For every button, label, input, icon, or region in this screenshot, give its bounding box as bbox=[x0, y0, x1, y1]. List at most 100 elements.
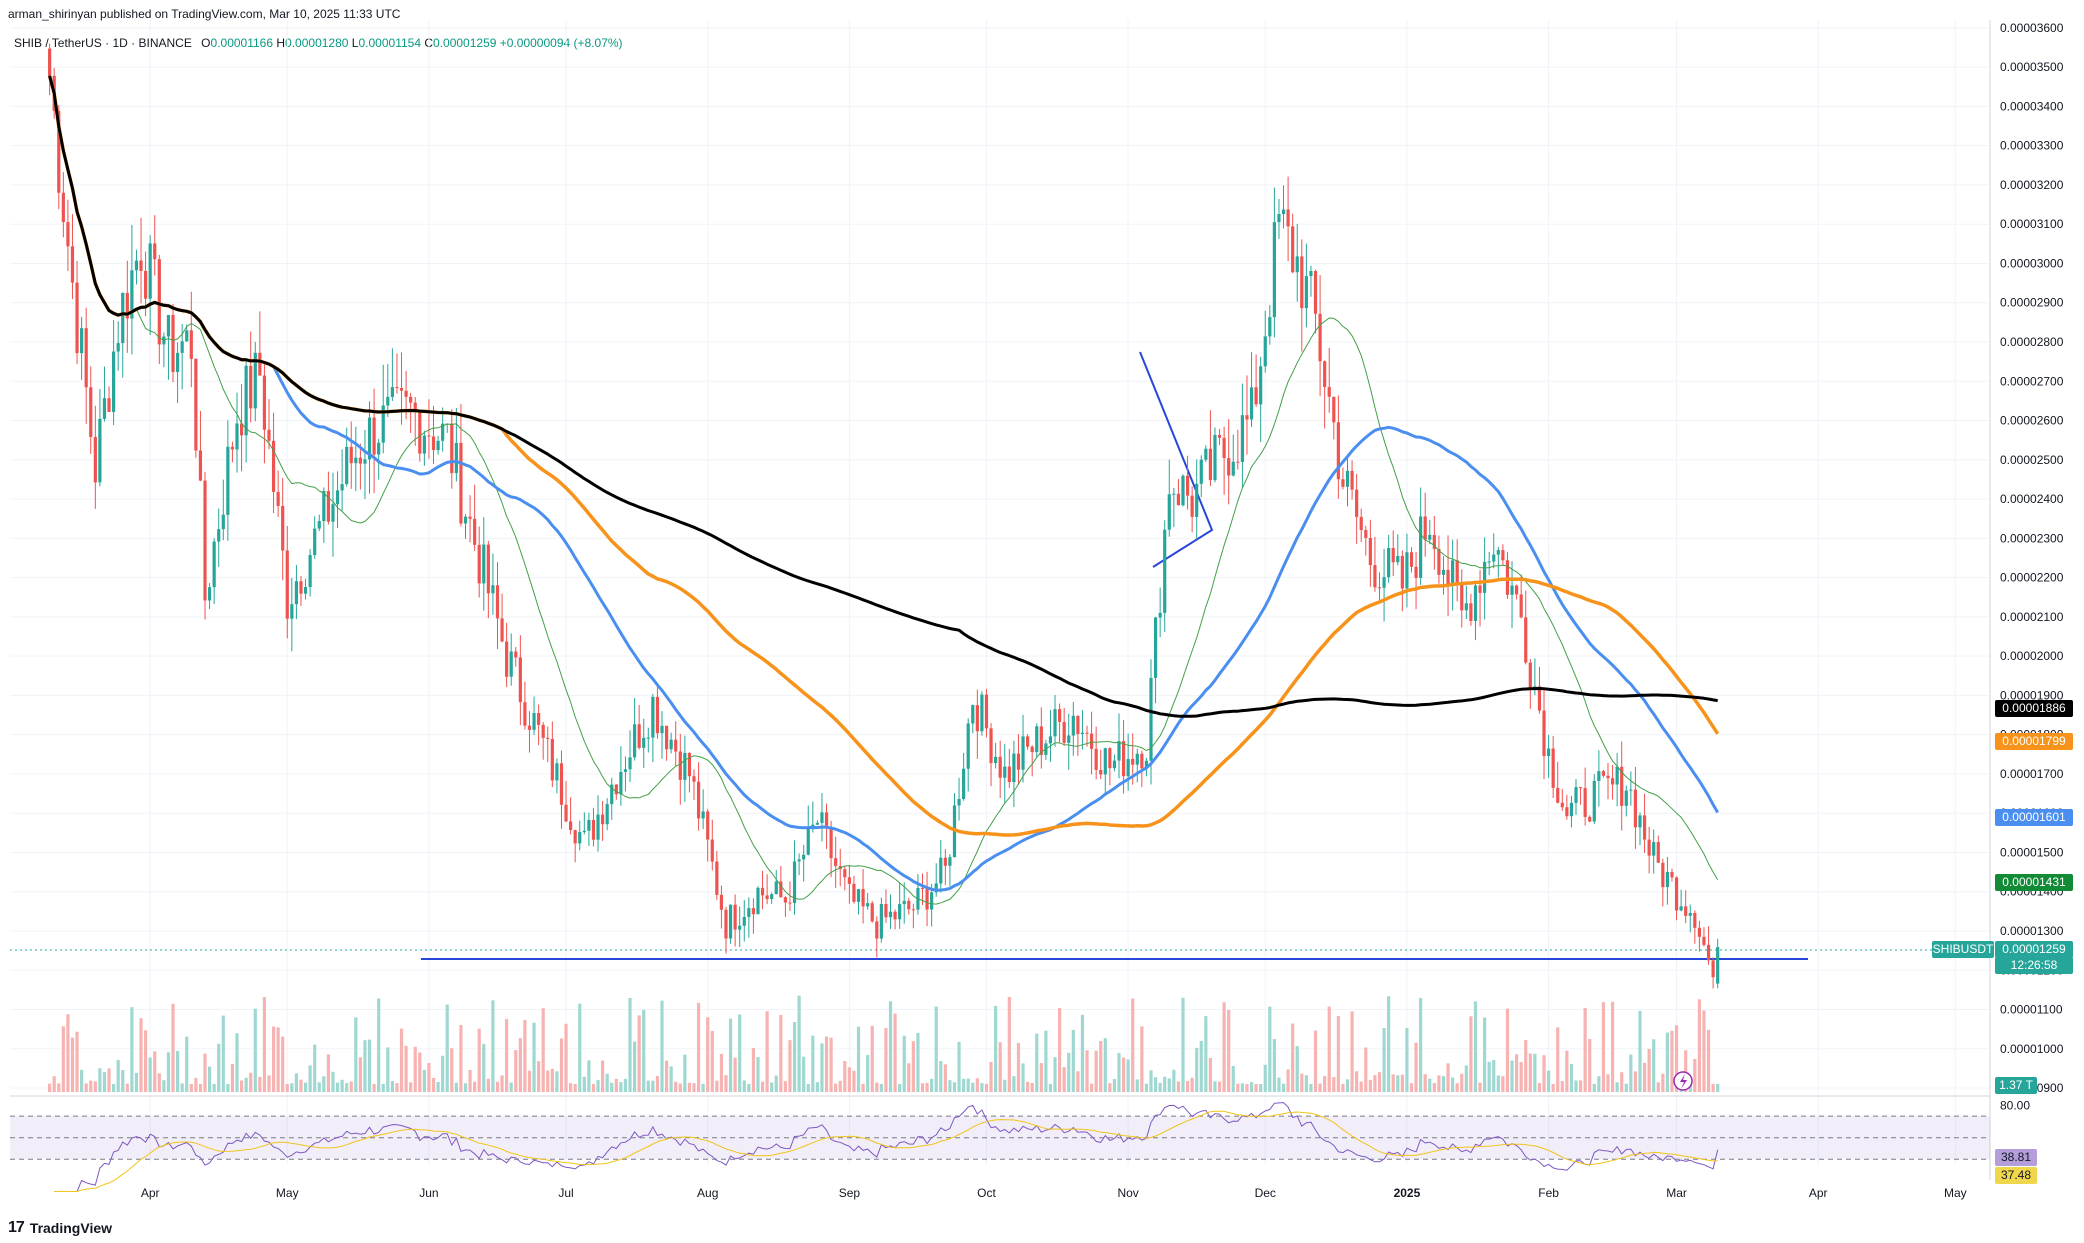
triangle-drawing[interactable] bbox=[1139, 351, 1214, 568]
candle-body bbox=[632, 724, 637, 758]
volume-bar bbox=[381, 1083, 385, 1092]
candle-body bbox=[290, 604, 294, 619]
candle-body bbox=[655, 696, 660, 734]
candle-body bbox=[1048, 736, 1053, 744]
y-tick-label: 0.00002900 bbox=[2000, 296, 2064, 310]
volume-bar bbox=[948, 1080, 952, 1092]
candle-body bbox=[920, 887, 925, 889]
volume-bar bbox=[98, 1068, 102, 1092]
candle-body bbox=[1610, 778, 1615, 785]
candle-body bbox=[610, 784, 614, 805]
volume-bar bbox=[866, 1054, 870, 1092]
candle-body bbox=[157, 259, 161, 345]
volume-bar bbox=[418, 1052, 422, 1092]
volume-bar bbox=[1441, 1076, 1446, 1092]
candle-body bbox=[1117, 741, 1121, 761]
candle-body bbox=[664, 725, 669, 750]
volume-bar bbox=[1249, 1082, 1254, 1092]
candle-body bbox=[1515, 585, 1519, 595]
volume-bar bbox=[569, 1083, 573, 1092]
candle-body bbox=[1231, 461, 1235, 476]
volume-bar bbox=[1240, 1083, 1244, 1092]
candle-body bbox=[1204, 448, 1208, 460]
x-tick-label: Nov bbox=[1117, 1186, 1138, 1200]
volume-bar bbox=[239, 1080, 244, 1092]
volume-bar bbox=[916, 1032, 920, 1092]
candle-body bbox=[596, 814, 600, 840]
symbol-pair[interactable]: SHIB / TetherUS · 1D · BINANCE bbox=[14, 36, 192, 50]
rsi-badge-b: 37.48 bbox=[1995, 1167, 2037, 1184]
symbol-legend[interactable]: SHIB / TetherUS · 1D · BINANCE O0.000011… bbox=[14, 36, 623, 50]
time-axis[interactable]: Apr May Jun Jul Aug Sep Oct Nov Dec 2025 Feb Mar Apr… bbox=[141, 1186, 1967, 1200]
volume-bar bbox=[431, 1077, 436, 1092]
volume-bar bbox=[1405, 1027, 1409, 1092]
volume-bar bbox=[1693, 1059, 1697, 1092]
volume-bar bbox=[632, 1041, 637, 1092]
volume-bar bbox=[1190, 1077, 1194, 1092]
candle-body bbox=[1414, 566, 1418, 578]
candle-body bbox=[1546, 748, 1551, 757]
volume-bar bbox=[1007, 996, 1011, 1092]
candle-body bbox=[1039, 726, 1043, 755]
candle-body bbox=[1080, 732, 1085, 734]
volume-bar bbox=[1300, 1073, 1304, 1092]
volume-bar bbox=[1323, 1076, 1327, 1092]
volume-bar bbox=[605, 1073, 609, 1092]
candle-body bbox=[1469, 603, 1473, 621]
candle-body bbox=[427, 435, 431, 437]
volume-bar bbox=[1569, 1064, 1574, 1092]
volume-bar bbox=[591, 1083, 596, 1092]
rsi-pane: 80.00 bbox=[10, 1098, 2030, 1192]
volume-bar bbox=[1153, 1077, 1158, 1092]
candle-body bbox=[582, 830, 586, 833]
volume-bar bbox=[148, 1057, 152, 1092]
volume-bar bbox=[349, 1081, 353, 1092]
candle-body bbox=[1492, 554, 1496, 562]
y-tick-label: 0.00001700 bbox=[2000, 767, 2064, 781]
y-tick-label: 0.00003500 bbox=[2000, 60, 2064, 74]
volume-bar bbox=[1702, 1010, 1706, 1092]
volume-bar bbox=[473, 1081, 477, 1092]
volume-bar bbox=[1437, 1075, 1441, 1092]
volume-bar bbox=[1254, 1083, 1258, 1092]
volume-bar bbox=[1208, 1057, 1213, 1092]
volume-bar bbox=[518, 1038, 522, 1092]
volume-bar bbox=[710, 1030, 714, 1092]
volume-bar bbox=[1217, 1081, 1222, 1092]
candle-body bbox=[559, 763, 564, 805]
volume-bar bbox=[1711, 1083, 1715, 1092]
candle-body bbox=[1281, 209, 1286, 215]
candle-body bbox=[934, 883, 938, 893]
candle-body bbox=[1021, 736, 1025, 770]
candle-body bbox=[285, 550, 289, 619]
candle-body bbox=[847, 877, 851, 884]
candle-body bbox=[1327, 386, 1331, 397]
candle-body bbox=[788, 902, 792, 904]
volume-bar bbox=[1085, 1050, 1089, 1092]
lightning-icon[interactable] bbox=[1673, 1071, 1693, 1091]
price-axis[interactable]: 0.000009000.000010000.000011000.00001200… bbox=[2000, 21, 2064, 1095]
candle-body bbox=[1158, 612, 1162, 618]
volume-bar bbox=[1487, 1061, 1491, 1092]
volume-bar bbox=[1327, 1006, 1331, 1092]
tradingview-brand[interactable]: 17 TradingView bbox=[8, 1219, 112, 1237]
candle-body bbox=[431, 436, 436, 451]
volume-bar bbox=[253, 1008, 257, 1092]
candle-body bbox=[303, 587, 308, 594]
volume-bar bbox=[879, 1083, 883, 1092]
candle-body bbox=[1597, 771, 1601, 781]
moving-averages bbox=[47, 75, 1720, 905]
volume-bar bbox=[107, 1068, 111, 1092]
volume-bar bbox=[303, 1082, 308, 1092]
candle-body bbox=[1149, 677, 1153, 761]
volume-bar bbox=[742, 1080, 746, 1092]
x-tick-label: May bbox=[276, 1186, 299, 1200]
candle-body bbox=[779, 881, 783, 898]
volume-bar bbox=[363, 1040, 367, 1092]
candle-body bbox=[674, 739, 678, 752]
candle-body bbox=[728, 904, 733, 939]
candle-body bbox=[75, 282, 79, 354]
candle-body bbox=[591, 819, 596, 840]
candle-body bbox=[322, 491, 326, 522]
